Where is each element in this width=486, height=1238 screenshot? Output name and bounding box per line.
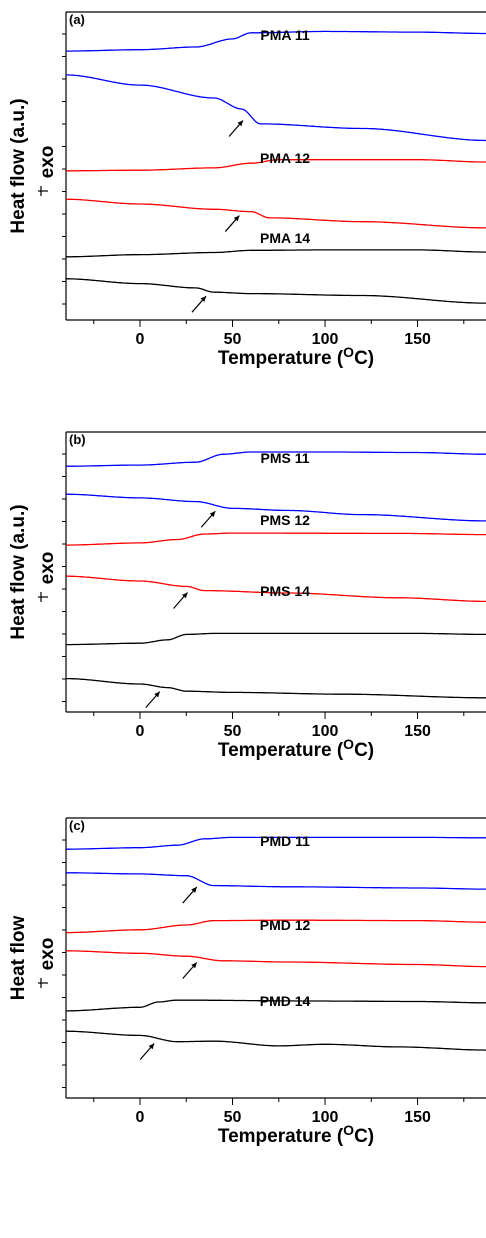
series-line-cooling-3 xyxy=(65,198,486,229)
exo-label: exo xyxy=(37,552,58,585)
series-line-cooling-3 xyxy=(66,575,486,603)
series-label: PMA 11 xyxy=(260,27,309,43)
transition-arrow-head xyxy=(200,296,207,302)
x-axis-label-superscript: O xyxy=(343,344,354,360)
series-line-cooling-5 xyxy=(66,278,486,304)
panel-label: (a) xyxy=(69,12,85,27)
series-label: PMA 12 xyxy=(260,150,310,166)
series-label: PMD 12 xyxy=(260,917,311,933)
x-axis-label: Temperature (OC) xyxy=(218,736,374,761)
x-tick-label: 50 xyxy=(224,723,242,740)
series-line-cooling-5 xyxy=(66,677,486,699)
transition-arrow-head xyxy=(154,691,160,698)
chart-panel-2: 0 50 100 150 Temperature (OC) Heat flow exo (c)… xyxy=(8,817,486,1147)
transition-arrow-head xyxy=(191,962,197,969)
series-label: PMA 14 xyxy=(260,230,310,246)
x-tick-label: 50 xyxy=(224,1109,242,1126)
x-tick-label: 150 xyxy=(404,723,431,740)
exo-label: exo xyxy=(37,938,58,971)
chart-panel-1: 0 50 100 150 Temperature (OC) Heat flow (a.u.… xyxy=(8,431,486,761)
x-tick-label: 50 xyxy=(224,331,242,348)
chart-panel-0: 0 50 100 150 Temperature (OC) Heat flow (a.u.… xyxy=(8,11,486,369)
x-axis-label-superscript: O xyxy=(343,1122,354,1138)
series-line-cooling-3 xyxy=(66,950,486,968)
x-tick-label: 0 xyxy=(136,723,145,740)
x-axis-label-end: C) xyxy=(354,740,374,761)
series-line-cooling-5 xyxy=(66,1030,486,1051)
series-line-cooling-1 xyxy=(66,74,486,142)
series-line-pms-12 xyxy=(66,532,486,546)
series-line-pma-11 xyxy=(66,30,486,52)
series-line-pma-14 xyxy=(66,249,486,258)
x-axis-label: Temperature (OC) xyxy=(218,1122,374,1147)
transition-arrow-head xyxy=(209,511,216,518)
transition-arrow-head xyxy=(237,120,244,127)
panel-label: (b) xyxy=(69,432,86,447)
series-label: PMS 11 xyxy=(261,450,310,466)
y-axis-label: Heat flow (a.u.) xyxy=(8,504,29,639)
x-tick-label: 150 xyxy=(404,1109,431,1126)
series-label: PMD 11 xyxy=(260,833,310,849)
x-tick-label: 0 xyxy=(136,1109,145,1126)
series-line-pmd-11 xyxy=(66,836,486,850)
transition-arrow-head xyxy=(148,1043,155,1050)
x-tick-label: 100 xyxy=(312,331,339,348)
x-axis-label-superscript: O xyxy=(343,736,354,752)
y-axis-label: Heat flow (a.u.) xyxy=(8,98,29,233)
exo-label: exo xyxy=(37,146,58,179)
series-line-pma-12 xyxy=(66,159,486,172)
series-line-pmd-14 xyxy=(66,999,486,1012)
series-label: PMS 12 xyxy=(260,512,310,528)
series-label: PMS 14 xyxy=(260,583,310,599)
x-tick-label: 150 xyxy=(404,331,431,348)
x-tick-label: 0 xyxy=(136,331,145,348)
y-axis-label: Heat flow xyxy=(8,916,29,1001)
x-axis-label: Temperature (OC) xyxy=(218,344,374,369)
series-label: PMD 14 xyxy=(260,993,311,1009)
x-axis-label-end: C) xyxy=(354,348,374,369)
transition-arrow-head xyxy=(191,887,197,893)
x-tick-label: 100 xyxy=(312,1109,339,1126)
series-line-cooling-1 xyxy=(66,872,486,890)
series-line-pms-11 xyxy=(66,451,486,467)
x-axis-label-end: C) xyxy=(354,1126,374,1147)
panel-label: (c) xyxy=(69,818,85,833)
series-line-pmd-12 xyxy=(66,919,486,934)
x-tick-label: 100 xyxy=(312,723,339,740)
series-line-cooling-1 xyxy=(66,493,486,522)
series-line-pms-14 xyxy=(66,632,486,646)
transition-arrow-head xyxy=(233,215,240,222)
transition-arrow-head xyxy=(181,592,188,599)
